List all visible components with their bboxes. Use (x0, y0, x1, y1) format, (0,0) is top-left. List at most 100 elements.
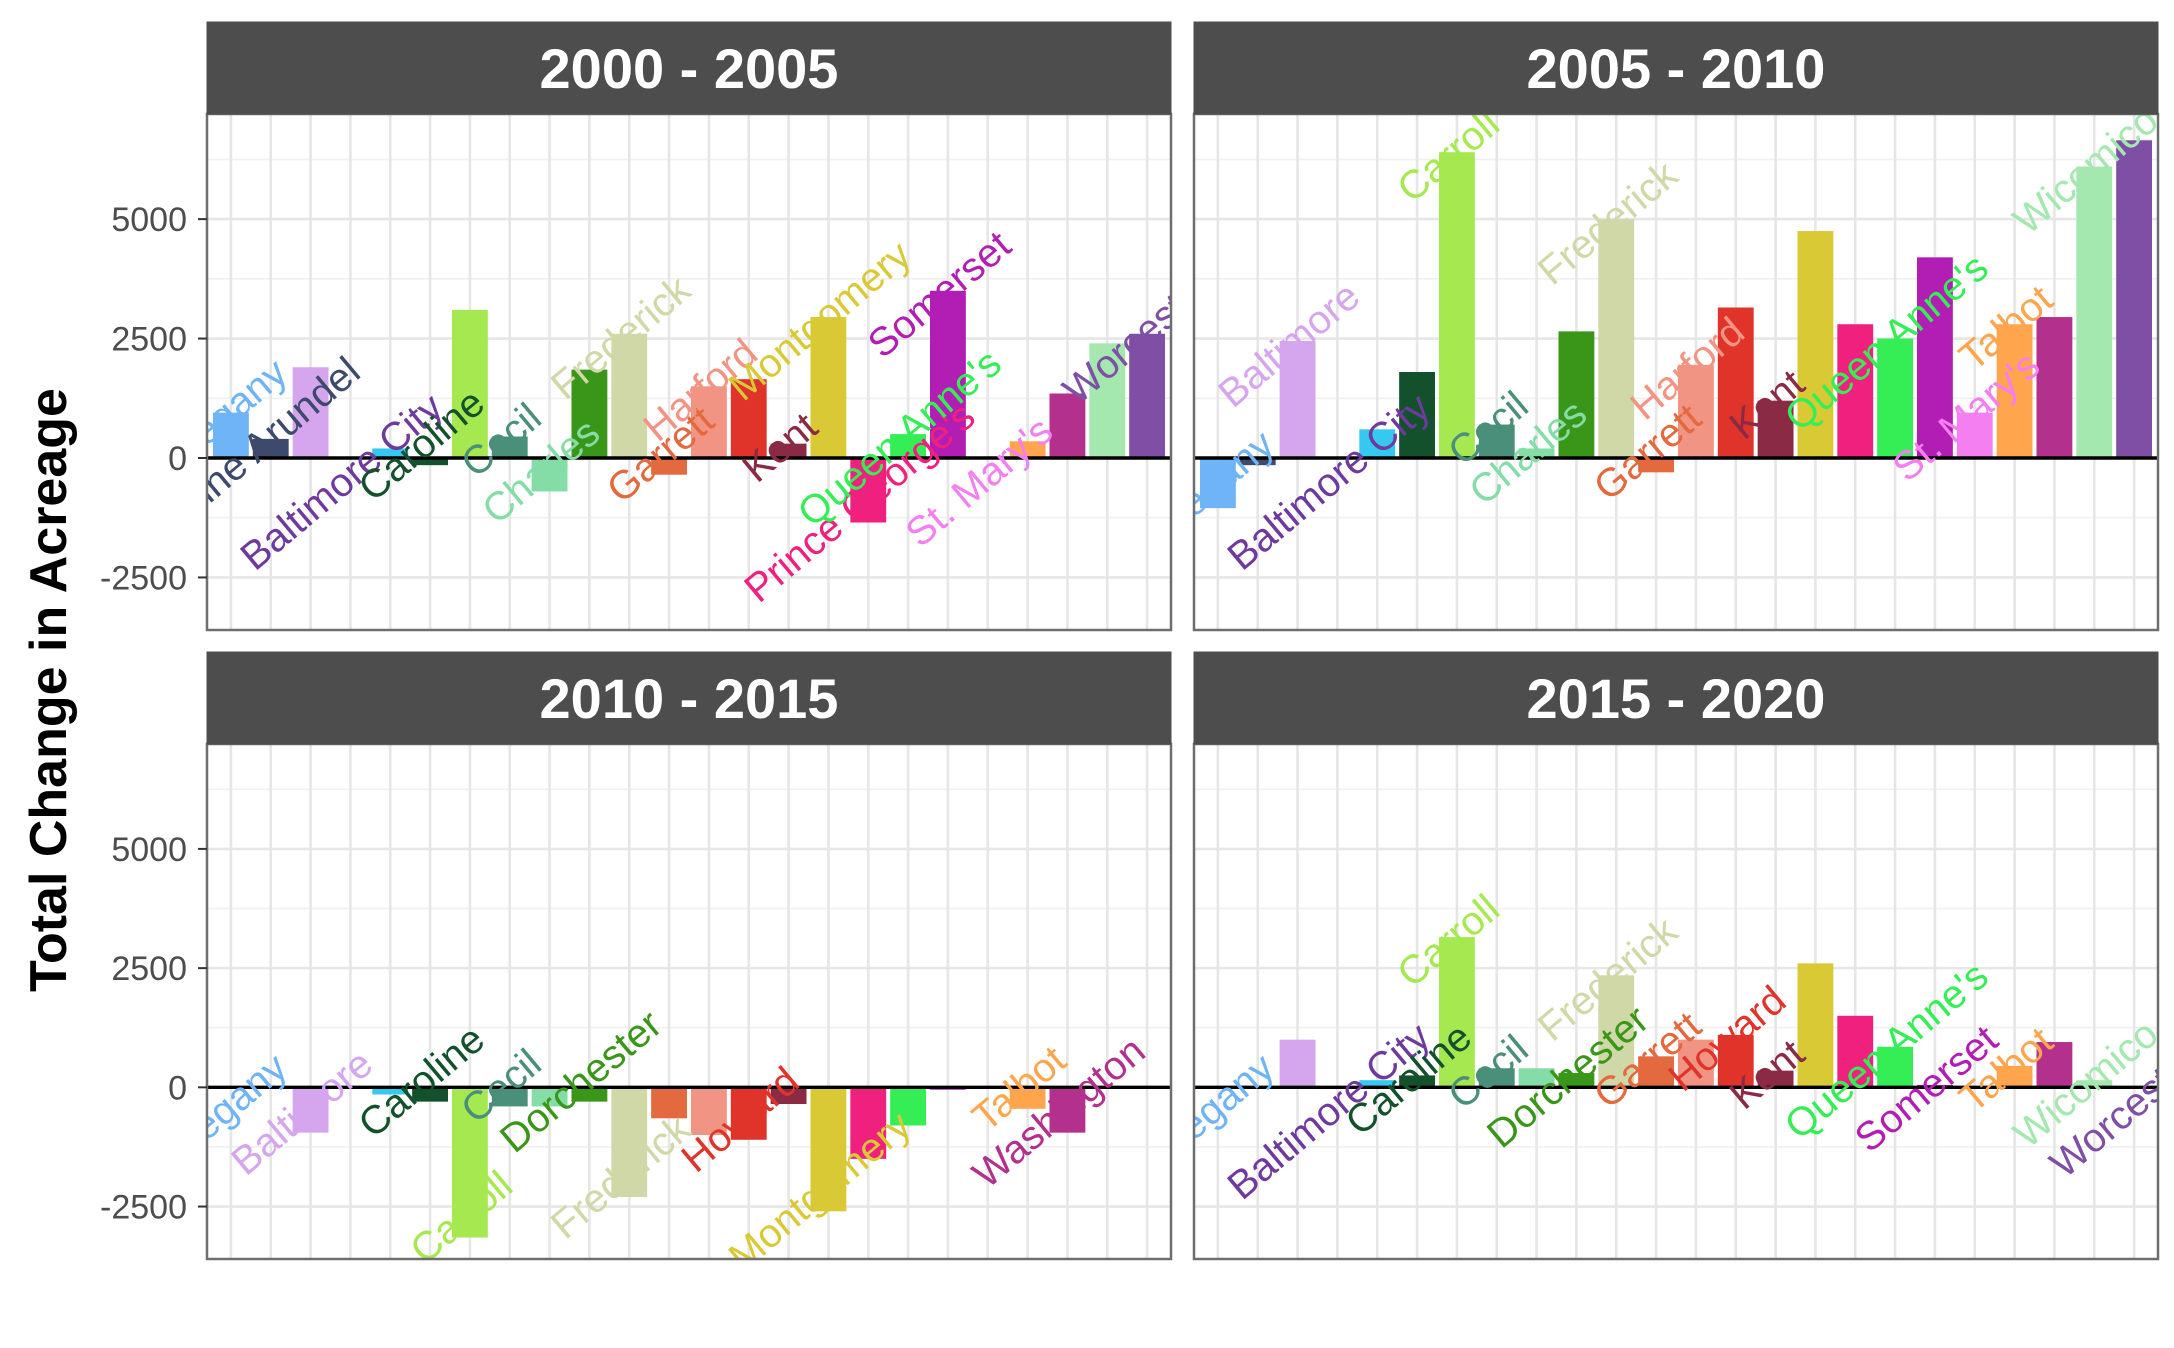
bar-dorchester (571, 369, 608, 458)
panel-background (207, 744, 1171, 1259)
bar-garrett (651, 458, 688, 475)
bar-baltimore (292, 367, 329, 458)
bar-queen-anne-s (890, 434, 927, 458)
bar-montgomery (1797, 963, 1834, 1088)
bar-wicomico (2076, 166, 2113, 459)
bar-calvert (372, 448, 409, 458)
bar-anne-arundel (1239, 458, 1276, 466)
bar-howard (730, 1087, 767, 1140)
bar-queen-anne-s (1877, 338, 1914, 458)
bar-wicomico (1089, 343, 1126, 458)
bar-frederick (1598, 219, 1635, 458)
bar-queen-anne-s (1877, 1046, 1914, 1088)
bar-harford (690, 386, 727, 458)
facet-strip (206, 651, 1172, 745)
bar-garrett (1638, 1056, 1675, 1088)
y-tick-label: 0 (168, 1069, 187, 1107)
bar-dorchester (571, 1087, 608, 1102)
bar-caroline (412, 458, 448, 466)
bar-talbot (1009, 441, 1046, 458)
bar-anne-arundel (252, 438, 289, 458)
bar-caroline (1399, 1075, 1435, 1088)
y-axis-title: Total Change in Acreage (20, 388, 78, 992)
bar-frederick (611, 1087, 648, 1198)
facet-title: 2015 - 2020 (1527, 667, 1826, 730)
facet-title: 2000 - 2005 (540, 37, 839, 100)
bar-howard (730, 379, 767, 458)
bar-talbot (1996, 324, 2033, 458)
bar-carroll (1438, 152, 1475, 458)
bar-st-mary-s (1956, 412, 1993, 458)
y-tick-label: 5000 (111, 201, 187, 239)
y-tick-label: -2500 (100, 559, 187, 597)
y-tick-label: -2500 (100, 1189, 187, 1227)
bar-washington (1049, 1087, 1086, 1133)
bar-cecil (491, 436, 528, 458)
bar-worcester (2116, 140, 2153, 458)
bar-kent (770, 1087, 807, 1105)
bar-caroline (412, 1087, 448, 1102)
bar-kent (770, 443, 807, 458)
bar-washington (1049, 393, 1086, 458)
bar-cecil (1478, 424, 1515, 458)
y-tick-label: 2500 (111, 321, 187, 359)
bar-washington (2036, 317, 2073, 458)
bar-frederick (1598, 975, 1635, 1088)
bar-dorchester (1558, 1073, 1595, 1088)
bar-cecil (1478, 1068, 1515, 1088)
bar-queen-anne-s (890, 1087, 927, 1126)
panel-background (1194, 744, 2158, 1259)
bar-harford (1677, 364, 1714, 458)
bar-harford (690, 1087, 727, 1136)
bar-prince-george-s (850, 1087, 887, 1159)
bar-charles (531, 458, 568, 492)
bar-prince-george-s (1837, 324, 1874, 458)
bar-carroll (1438, 937, 1475, 1088)
bar-somerset (930, 290, 966, 458)
bar-calvert (372, 1087, 409, 1095)
bar-kent (1757, 1070, 1794, 1088)
bar-carroll (451, 1087, 488, 1238)
bar-baltimore (1279, 1039, 1316, 1088)
bar-montgomery (810, 317, 847, 458)
panel-background (207, 114, 1171, 630)
y-tick-label: 2500 (111, 950, 187, 988)
bar-carroll (451, 309, 488, 458)
bar-wicomico (2076, 1080, 2113, 1088)
bar-harford (1677, 1039, 1714, 1088)
bar-montgomery (1797, 231, 1834, 458)
facet-strip (206, 21, 1172, 115)
bar-cecil (491, 1087, 528, 1107)
facet-title: 2005 - 2010 (1527, 37, 1826, 100)
bar-calvert (1359, 1080, 1396, 1088)
bar-charles (1518, 448, 1555, 458)
bar-garrett (1638, 458, 1675, 473)
bar-prince-george-s (1837, 1015, 1874, 1088)
facet-title: 2010 - 2015 (540, 667, 839, 730)
bar-caroline (1399, 372, 1435, 458)
facet-strip (1193, 651, 2159, 745)
bar-frederick (611, 333, 648, 458)
bar-baltimore (292, 1087, 329, 1133)
y-tick-label: 0 (168, 440, 187, 478)
bar-kent (1757, 400, 1794, 458)
bar-montgomery (810, 1087, 847, 1212)
bar-talbot (1996, 1065, 2033, 1088)
y-tick-label: 5000 (111, 831, 187, 869)
bar-calvert (1359, 429, 1396, 458)
bar-howard (1717, 1034, 1754, 1088)
bar-howard (1717, 307, 1754, 458)
bar-allegany (1199, 458, 1236, 509)
bar-washington (2036, 1042, 2073, 1088)
bar-dorchester (1558, 331, 1595, 458)
bar-prince-george-s (850, 458, 887, 523)
bar-charles (531, 1087, 568, 1107)
facet-strip (1193, 21, 2159, 115)
bar-allegany (212, 412, 249, 458)
bar-garrett (651, 1087, 688, 1119)
bar-somerset (1917, 257, 1953, 458)
bar-charles (1518, 1068, 1555, 1088)
bar-talbot (1009, 1087, 1046, 1109)
